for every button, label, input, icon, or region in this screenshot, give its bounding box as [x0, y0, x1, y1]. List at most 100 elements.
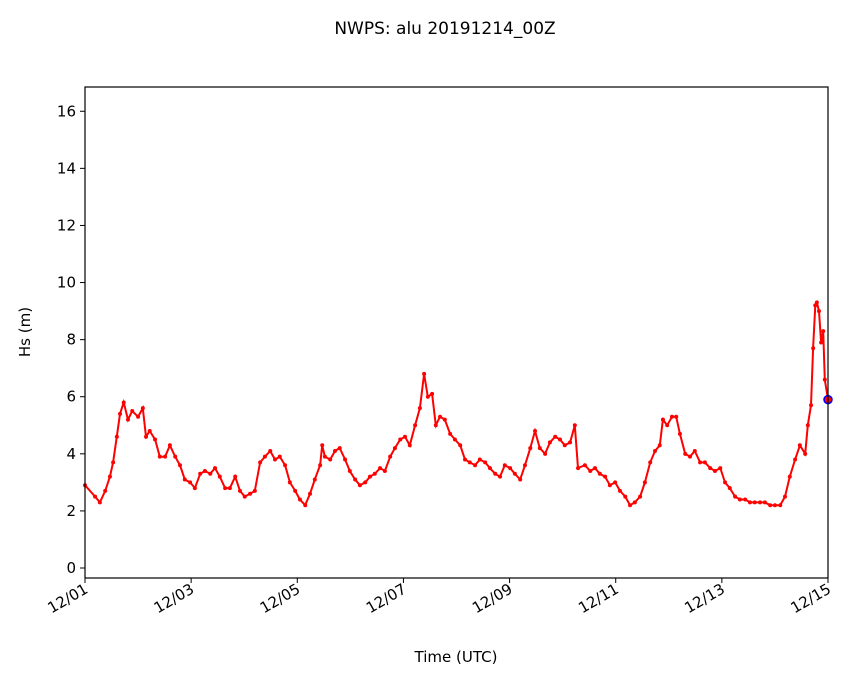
x-tick-label: 12/15 — [788, 580, 834, 617]
data-point — [208, 471, 213, 476]
data-point — [283, 463, 288, 468]
data-point — [572, 423, 577, 428]
data-point — [483, 460, 488, 465]
data-point — [588, 468, 593, 473]
data-point — [819, 340, 824, 345]
data-point — [657, 443, 662, 448]
x-axis-label: Time (UTC) — [414, 648, 498, 666]
data-point — [382, 468, 387, 473]
data-point — [167, 443, 172, 448]
data-point — [508, 466, 513, 471]
y-tick-label: 0 — [66, 559, 76, 577]
data-point — [677, 431, 682, 436]
x-tick-label: 12/07 — [363, 580, 409, 617]
data-point — [743, 497, 748, 502]
data-point — [363, 480, 368, 485]
data-point — [144, 434, 149, 439]
data-point — [660, 417, 665, 422]
data-point — [448, 431, 453, 436]
data-point — [576, 466, 581, 471]
data-point — [303, 503, 308, 508]
data-point — [617, 488, 622, 493]
data-point — [733, 494, 738, 499]
data-point — [442, 417, 447, 422]
x-tick-label: 12/03 — [151, 580, 197, 617]
data-point — [227, 486, 232, 491]
data-point — [698, 460, 703, 465]
y-tick-label: 8 — [66, 331, 76, 349]
data-point — [157, 454, 162, 459]
data-point — [163, 454, 168, 459]
data-point — [803, 451, 808, 456]
data-point — [518, 477, 523, 482]
data-point — [318, 463, 323, 468]
data-point — [562, 443, 567, 448]
data-point — [683, 451, 688, 456]
data-point — [737, 497, 742, 502]
data-point — [487, 466, 492, 471]
data-point — [103, 488, 108, 493]
y-tick-label: 4 — [66, 445, 76, 463]
data-point — [202, 468, 207, 473]
data-point — [473, 463, 478, 468]
data-point — [669, 414, 674, 419]
data-point — [182, 477, 187, 482]
data-point — [332, 448, 337, 453]
data-point — [778, 503, 783, 508]
y-tick-label: 6 — [66, 388, 76, 406]
data-point — [177, 463, 182, 468]
data-point — [213, 466, 218, 471]
data-point — [811, 346, 816, 351]
data-point — [702, 460, 707, 465]
data-point — [392, 446, 397, 451]
plot-frame — [84, 86, 829, 579]
data-point — [430, 391, 435, 396]
data-point — [758, 500, 763, 505]
data-point — [322, 454, 327, 459]
data-point — [797, 443, 802, 448]
data-point — [467, 460, 472, 465]
data-point — [652, 448, 657, 453]
y-axis-label: Hs (m) — [16, 307, 34, 357]
data-point — [388, 454, 393, 459]
data-point — [814, 300, 819, 305]
data-point — [353, 477, 358, 482]
data-point — [357, 483, 362, 488]
data-point — [407, 443, 412, 448]
y-tick-label: 16 — [57, 102, 76, 120]
data-point — [512, 471, 517, 476]
data-point — [97, 500, 102, 505]
data-point — [537, 446, 542, 451]
data-point — [623, 494, 628, 499]
y-tick-label: 12 — [57, 216, 76, 234]
y-tick-label: 10 — [57, 274, 76, 292]
data-point — [192, 486, 197, 491]
data-point — [772, 503, 777, 508]
data-point — [582, 463, 587, 468]
data-point — [642, 480, 647, 485]
data-point — [607, 483, 612, 488]
data-point — [118, 411, 123, 416]
data-point — [136, 414, 141, 419]
data-point — [547, 440, 552, 445]
data-point — [688, 454, 693, 459]
data-point — [821, 329, 826, 334]
data-point — [223, 486, 228, 491]
data-point — [708, 466, 713, 471]
data-point — [528, 446, 533, 451]
data-point — [597, 471, 602, 476]
data-point — [417, 406, 422, 411]
data-point — [107, 474, 112, 479]
data-point — [747, 500, 752, 505]
data-point — [425, 394, 430, 399]
data-point — [632, 500, 637, 505]
data-point — [433, 423, 438, 428]
data-point — [553, 434, 558, 439]
data-point — [114, 434, 119, 439]
x-tick-label: 12/11 — [575, 580, 621, 617]
x-tick-label: 12/01 — [45, 580, 91, 617]
data-point — [752, 500, 757, 505]
data-point — [768, 503, 773, 508]
data-point — [147, 428, 152, 433]
data-point — [805, 423, 810, 428]
